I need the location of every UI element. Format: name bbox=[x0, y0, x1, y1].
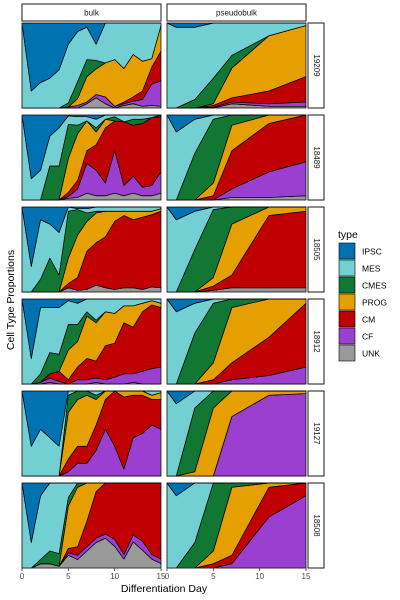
area-ipsc bbox=[21, 390, 162, 447]
row-strip-label-19209: 19209 bbox=[312, 54, 321, 77]
row-strip-19127 bbox=[307, 390, 325, 477]
legend-key-cm bbox=[338, 310, 356, 328]
legend-key-cf bbox=[338, 327, 356, 345]
panel-pseudobulk-19127 bbox=[166, 390, 307, 477]
panel-pseudobulk-18912 bbox=[166, 298, 307, 385]
row-strip-18912 bbox=[307, 298, 325, 385]
row-strip-label-18912: 18912 bbox=[312, 330, 321, 353]
area-ipsc bbox=[166, 206, 307, 221]
area-ipsc bbox=[21, 114, 162, 180]
x-tick-label: 10 bbox=[110, 572, 119, 581]
x-axis-title: Differentiation Day bbox=[121, 583, 208, 595]
x-tick-label: 15 bbox=[157, 572, 166, 581]
column-strip-pseudobulk bbox=[166, 3, 307, 22]
legend-label-cmes: CMES bbox=[362, 281, 387, 291]
legend-key-mes bbox=[338, 259, 356, 277]
x-tick-label: 5 bbox=[211, 572, 216, 581]
facet-strips: bulk pseudobulk 19209 18489 18505 18912 19127 1… bbox=[21, 3, 325, 569]
row-strip-18505 bbox=[307, 206, 325, 293]
legend-key-ipsc bbox=[338, 242, 356, 260]
panel-bulk-19127 bbox=[21, 390, 162, 477]
area-ipsc bbox=[21, 482, 162, 543]
legend-key-prog bbox=[338, 293, 356, 311]
row-strip-label-18508: 18508 bbox=[312, 514, 321, 537]
legend-label-cf: CF bbox=[362, 332, 373, 342]
legend-key-unk bbox=[338, 344, 356, 362]
column-strip-label-bulk: bulk bbox=[84, 9, 100, 18]
area-ipsc bbox=[166, 482, 307, 497]
facet-panels bbox=[21, 22, 307, 569]
area-ipsc bbox=[166, 390, 307, 405]
area-ipsc bbox=[21, 22, 162, 92]
x-tick-label: 0 bbox=[20, 572, 25, 581]
y-axis-title: Cell Type Proportions bbox=[5, 250, 17, 350]
row-strip-label-18489: 18489 bbox=[312, 146, 321, 169]
legend-label-ipsc: IPSC bbox=[362, 247, 382, 257]
legend-label-mes: MES bbox=[362, 264, 381, 274]
row-strip-18489 bbox=[307, 114, 325, 201]
x-axis: 0 5 10 15 0 5 10 15 bbox=[20, 567, 311, 581]
panel-bulk-18489 bbox=[21, 114, 162, 201]
panel-bulk-19209 bbox=[21, 22, 162, 109]
panel-pseudobulk-18489 bbox=[166, 114, 307, 201]
legend-label-unk: UNK bbox=[362, 349, 380, 359]
area-ipsc bbox=[21, 206, 162, 267]
row-strip-label-18505: 18505 bbox=[312, 238, 321, 261]
panel-pseudobulk-19209 bbox=[166, 22, 307, 109]
x-tick-label: 15 bbox=[302, 572, 311, 581]
legend-key-cmes bbox=[338, 276, 356, 294]
row-strip-label-19127: 19127 bbox=[312, 422, 321, 445]
area-ipsc bbox=[166, 22, 307, 28]
x-tick-label: 5 bbox=[66, 572, 71, 581]
panel-bulk-18508 bbox=[21, 482, 162, 569]
row-strip-18508 bbox=[307, 482, 325, 569]
row-strip-19209 bbox=[307, 22, 325, 109]
panel-bulk-18505 bbox=[21, 206, 162, 293]
panel-pseudobulk-18508 bbox=[166, 482, 307, 569]
panel-pseudobulk-18505 bbox=[166, 206, 307, 293]
legend-label-prog: PROG bbox=[362, 298, 387, 308]
area-ipsc bbox=[166, 114, 307, 133]
legend-title: type bbox=[338, 229, 358, 241]
column-strip-label-pseudobulk: pseudobulk bbox=[216, 9, 258, 18]
legend-label-cm: CM bbox=[362, 315, 375, 325]
x-tick-label: 0 bbox=[165, 572, 170, 581]
area-ipsc bbox=[21, 298, 162, 359]
panel-bulk-18912 bbox=[21, 298, 162, 385]
legend: type IPSC MES CMES PROG CM CF UNK bbox=[338, 229, 387, 362]
area-ipsc bbox=[166, 298, 307, 313]
column-strip-bulk bbox=[21, 3, 162, 22]
x-tick-label: 10 bbox=[255, 572, 264, 581]
